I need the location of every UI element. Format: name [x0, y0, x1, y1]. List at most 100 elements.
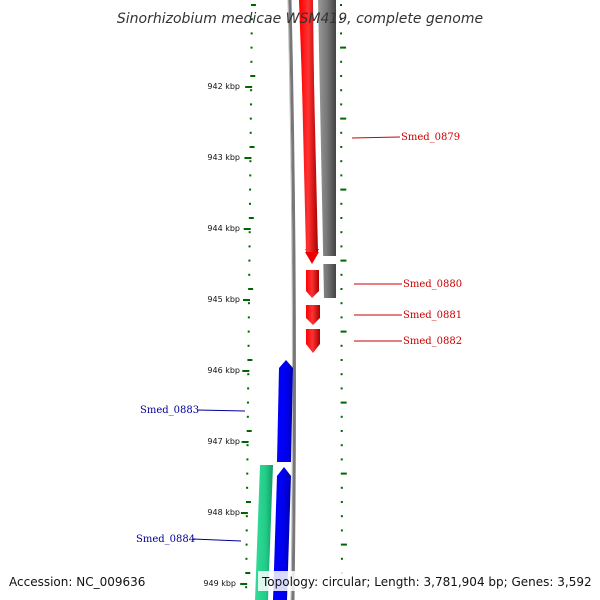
gene-label-smed-0881[interactable]: Smed_0881 — [354, 310, 462, 321]
scale-dot — [247, 316, 250, 319]
leader-line — [196, 409, 246, 412]
scale-dot — [247, 387, 250, 390]
gene-smed-0882[interactable] — [306, 329, 320, 353]
scale-dot — [340, 486, 343, 489]
gene-label-smed-0882[interactable]: Smed_0882 — [354, 336, 462, 347]
scale-label-945: 945 kbp — [207, 295, 240, 304]
scale-dot — [248, 245, 251, 248]
scale-dot — [340, 330, 347, 333]
scale-dot — [248, 202, 251, 205]
gene-name: Smed_0881 — [403, 310, 462, 321]
scale-dot — [340, 458, 343, 461]
scale-dot — [340, 430, 343, 432]
major-tick — [244, 157, 252, 159]
scale-dot — [340, 302, 343, 305]
scale-dot — [340, 359, 343, 361]
scale-dot — [248, 273, 251, 276]
scale-dot — [249, 103, 252, 106]
scale-dot — [245, 572, 251, 574]
scale-dot — [340, 288, 343, 290]
leader-line — [351, 136, 401, 139]
scale-dot — [245, 529, 248, 532]
footer-topology-bg — [258, 571, 594, 591]
scale-dot — [340, 231, 343, 234]
scale-label-944: 944 kbp — [207, 224, 240, 233]
gene-smed-0879-body[interactable] — [300, 0, 318, 252]
topology-text: Topology: circular; Length: 3,781,904 bp… — [261, 575, 592, 589]
gene-label-smed-0883[interactable]: Smed_0883 — [140, 405, 246, 416]
scale-dot — [340, 401, 347, 404]
scale-dot — [340, 245, 343, 248]
gene-smed-0883[interactable] — [277, 360, 293, 462]
scale-dot — [248, 288, 254, 290]
scale-dot — [340, 344, 343, 347]
major-tick — [245, 86, 253, 88]
major-tick — [243, 228, 251, 230]
scale-label-943: 943 kbp — [207, 153, 240, 162]
scale-labels: 942 kbp 943 kbp 944 kbp 945 kbp 946 kbp … — [203, 82, 240, 588]
scale-major-ticks — [240, 86, 253, 585]
scale-dot — [250, 4, 256, 6]
scale-dot — [247, 302, 250, 305]
gene-smed-0880[interactable] — [306, 270, 319, 298]
scale-dot — [249, 131, 252, 134]
scale-dot — [246, 401, 249, 404]
scale-label-948: 948 kbp — [207, 508, 240, 517]
gene-label-smed-0884[interactable]: Smed_0884 — [136, 534, 242, 545]
scale-dot — [340, 529, 343, 532]
gene-smed-0879-head — [305, 252, 319, 264]
scale-label-942: 942 kbp — [207, 82, 240, 91]
gene-label-smed-0880[interactable]: Smed_0880 — [354, 279, 462, 290]
gene-smed-0884[interactable] — [273, 467, 291, 600]
scale-dot — [245, 515, 248, 518]
scale-dot — [248, 231, 251, 234]
gene-name: Smed_0883 — [140, 405, 199, 416]
scale-dot — [247, 359, 253, 361]
scale-dot — [340, 4, 343, 6]
scale-dot — [246, 415, 249, 418]
scale-dot — [340, 515, 343, 518]
major-tick — [240, 512, 248, 514]
major-tick — [241, 441, 249, 443]
scale-dot — [245, 501, 251, 503]
scale-dot — [340, 46, 347, 49]
leader-line — [192, 538, 242, 542]
gene-name: Smed_0880 — [403, 279, 462, 290]
scale-dot — [340, 472, 347, 475]
scale-label-947: 947 kbp — [207, 437, 240, 446]
scale-dot — [249, 188, 252, 191]
scale-dot — [340, 373, 343, 376]
scale-dot — [340, 32, 343, 35]
scale-dot — [248, 259, 251, 262]
scale-dot — [250, 18, 253, 21]
scale-dot — [340, 543, 347, 546]
scale-dot — [340, 316, 343, 319]
map-title: Sinorhizobium medicae WSM419, complete g… — [117, 11, 483, 27]
gene-label-smed-0879[interactable]: Smed_0879 — [351, 132, 460, 143]
scale-dot — [246, 486, 249, 489]
scale-dot — [246, 430, 252, 432]
feature-teal[interactable] — [255, 465, 273, 600]
gene-name: Smed_0884 — [136, 534, 195, 545]
gene-name: Smed_0882 — [403, 336, 462, 347]
scale-dot — [250, 46, 253, 49]
genome-backbone-highlight — [287, 0, 293, 600]
gene-smed-0881[interactable] — [306, 305, 320, 325]
scale-dot — [340, 273, 343, 276]
scale-dot — [340, 18, 343, 21]
accession-text: Accession: NC_009636 — [9, 575, 145, 589]
scale-dot — [245, 586, 248, 589]
scale-dot — [340, 188, 347, 191]
scale-dot — [340, 60, 343, 63]
scale-dot — [250, 75, 256, 77]
scale-dot — [250, 32, 253, 35]
feature-grey[interactable] — [318, 0, 336, 298]
scale-dot — [249, 174, 252, 177]
scale-dot — [248, 217, 254, 219]
scale-dot — [340, 415, 343, 418]
major-tick — [243, 299, 251, 301]
scale-dot — [247, 344, 250, 347]
feature-grey-gap — [320, 256, 340, 264]
scale-dot — [249, 117, 252, 120]
